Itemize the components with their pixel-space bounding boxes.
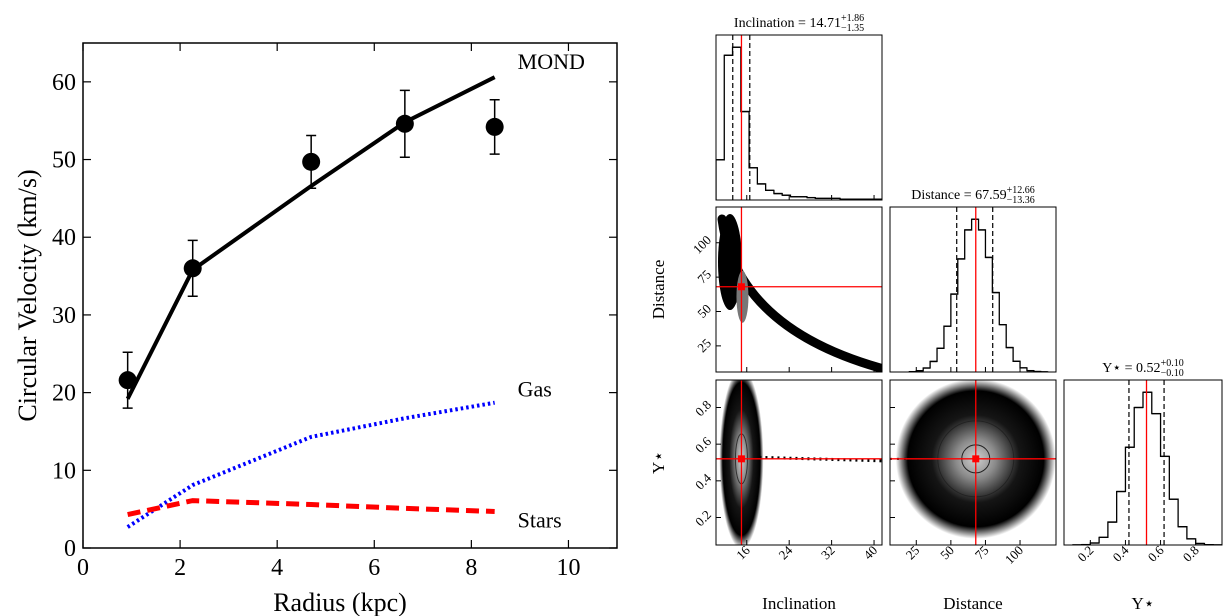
title-sup: +12.66: [1007, 185, 1035, 196]
panel-frame: [1063, 379, 1223, 546]
panel-frame: [715, 34, 883, 201]
density-core: [736, 270, 749, 323]
title-main: Inclination = 14.71: [734, 16, 841, 31]
y-axis-label: Distance: [649, 260, 668, 319]
panel-content: [716, 35, 882, 200]
title-sup: +1.86: [841, 13, 864, 24]
panel-title: Distance = 67.59+12.66 −13.36: [911, 185, 1035, 206]
hist-outline: [1072, 391, 1222, 545]
y-tick-label: 50: [52, 148, 76, 174]
truth-marker: [737, 283, 745, 291]
truth-marker: [972, 455, 980, 463]
y-tick-label: 30: [52, 303, 76, 329]
panel-title: Y⋆ = 0.52+0.10 −0.10: [1102, 358, 1183, 379]
x-tick-label: 8: [465, 555, 477, 581]
hist-outline: [716, 46, 882, 200]
data-point: [485, 117, 504, 136]
x-tick-label: 0: [77, 555, 89, 581]
x-axis-label: Y⋆: [1132, 594, 1155, 613]
panel-content: [908, 207, 1049, 372]
series-label: Stars: [518, 507, 562, 532]
y-tick-label: 40: [52, 225, 76, 251]
y-tick-label: 20: [52, 381, 76, 407]
panel-frame: [889, 379, 1057, 546]
y-tick-label: 60: [52, 70, 76, 96]
panel-frame: [715, 206, 883, 373]
series-label: MOND: [518, 49, 585, 74]
title-main: Distance = 67.59: [911, 188, 1006, 203]
panel-frame: [715, 379, 883, 546]
density-cloud: [718, 214, 742, 310]
x-tick-label: 6: [368, 555, 380, 581]
x-tick-label: 10: [556, 555, 580, 581]
data-point: [118, 371, 137, 390]
title-main: Y⋆ = 0.52: [1102, 361, 1160, 376]
title-sub: −13.36: [1007, 195, 1035, 206]
truth-marker: [737, 455, 745, 463]
data-point: [183, 259, 202, 278]
x-tick-label: 4: [271, 555, 283, 581]
title-sub: −1.35: [841, 23, 864, 34]
y-tick-label: 10: [52, 458, 76, 484]
x-tick-label: 2: [174, 555, 186, 581]
panel-frame: [889, 206, 1057, 373]
data-point: [395, 114, 414, 133]
data-point: [302, 152, 321, 171]
title-sub: −0.10: [1161, 368, 1184, 379]
panel-content: [716, 380, 882, 545]
x-axis-label: Inclination: [762, 594, 836, 613]
panel-title: Inclination = 14.71+1.86 −1.35: [734, 13, 864, 34]
series-line: [126, 400, 496, 529]
x-axis-label: Distance: [943, 594, 1002, 613]
plot-frame: [82, 42, 618, 549]
hist-outline: [908, 218, 1049, 372]
x-axis-label: Radius (kpc): [273, 588, 407, 616]
panel-content: [716, 207, 882, 372]
series-line: [127, 498, 495, 518]
y-tick-label: 0: [64, 536, 76, 562]
title-sup: +0.10: [1161, 358, 1184, 369]
y-axis-label: Circular Velocity (km/s): [13, 169, 42, 421]
panel-content: [890, 380, 1056, 545]
y-axis-label: Y⋆: [649, 451, 668, 474]
series-label: Gas: [518, 377, 552, 402]
